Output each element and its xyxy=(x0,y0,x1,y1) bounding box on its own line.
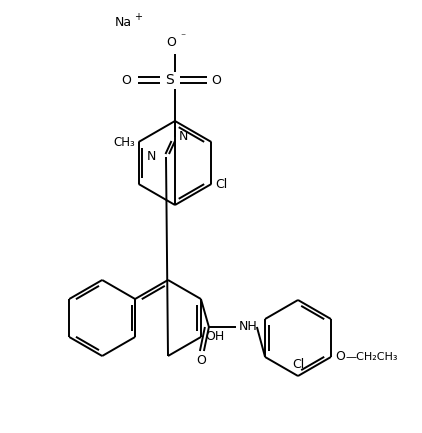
Text: ⁻: ⁻ xyxy=(180,32,185,42)
Text: O: O xyxy=(121,74,131,87)
Text: O: O xyxy=(211,74,221,87)
Text: N: N xyxy=(146,151,156,164)
Text: CH₃: CH₃ xyxy=(113,136,135,149)
Text: —CH₂CH₃: —CH₂CH₃ xyxy=(346,352,398,362)
Text: OH: OH xyxy=(205,330,224,343)
Text: Cl: Cl xyxy=(292,358,304,371)
Text: S: S xyxy=(165,73,174,87)
Text: Na: Na xyxy=(115,16,132,29)
Text: O: O xyxy=(196,353,206,366)
Text: Cl: Cl xyxy=(215,178,227,191)
Text: +: + xyxy=(134,12,142,22)
Text: N: N xyxy=(179,130,188,143)
Text: NH: NH xyxy=(239,320,258,333)
Text: O: O xyxy=(166,36,176,48)
Text: O: O xyxy=(335,350,345,363)
